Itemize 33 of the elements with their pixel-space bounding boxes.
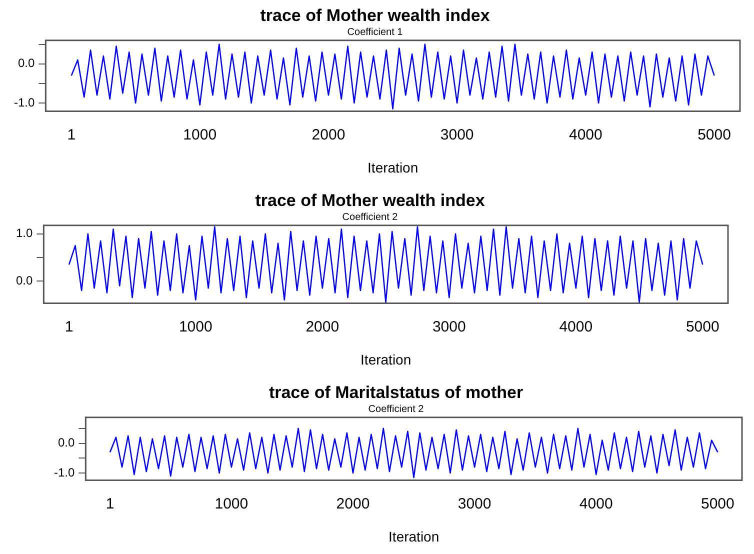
- x-tick-label: 5000: [701, 495, 734, 512]
- chart-subtitle: Coefficient 1: [347, 27, 404, 38]
- chart-title: trace of Maritalstatus of mother: [268, 382, 524, 402]
- y-tick-label: 0.0: [16, 273, 33, 288]
- x-tick-label: 2000: [312, 126, 346, 144]
- x-tick-label: 1: [67, 126, 76, 144]
- y-tick-label: -1.0: [14, 95, 35, 110]
- chart-title: trace of Mother wealth index: [260, 6, 490, 25]
- x-tick-label: 2000: [306, 318, 340, 336]
- x-tick-label: 3000: [440, 126, 474, 144]
- x-tick-label: 5000: [698, 126, 731, 144]
- x-axis-title: Iteration: [388, 528, 440, 544]
- x-tick-label: 1000: [214, 495, 248, 512]
- y-tick-label: 0.0: [58, 436, 75, 450]
- y-tick-label: -1.0: [54, 465, 75, 480]
- chart-subtitle: Coefficient 2: [342, 212, 398, 224]
- x-tick-label: 4000: [568, 126, 602, 144]
- x-tick-label: 1: [106, 495, 114, 512]
- y-tick-label: 1.0: [16, 226, 33, 240]
- x-axis-title: Iteration: [360, 351, 412, 368]
- chart-title: trace of Mother wealth index: [255, 190, 486, 210]
- x-tick-label: 1000: [183, 126, 217, 144]
- x-tick-label: 5000: [686, 318, 720, 336]
- x-tick-label: 2000: [336, 495, 370, 512]
- chart-subtitle: Coefficient 2: [368, 404, 424, 416]
- x-tick-label: 3000: [458, 495, 492, 512]
- x-axis-title: Iteration: [368, 159, 418, 176]
- x-tick-label: 4000: [559, 318, 593, 336]
- x-tick-label: 1: [64, 318, 74, 336]
- x-tick-label: 3000: [432, 318, 466, 336]
- x-tick-label: 1000: [178, 318, 212, 336]
- x-tick-label: 4000: [579, 495, 613, 512]
- y-tick-label: 0.0: [18, 56, 35, 70]
